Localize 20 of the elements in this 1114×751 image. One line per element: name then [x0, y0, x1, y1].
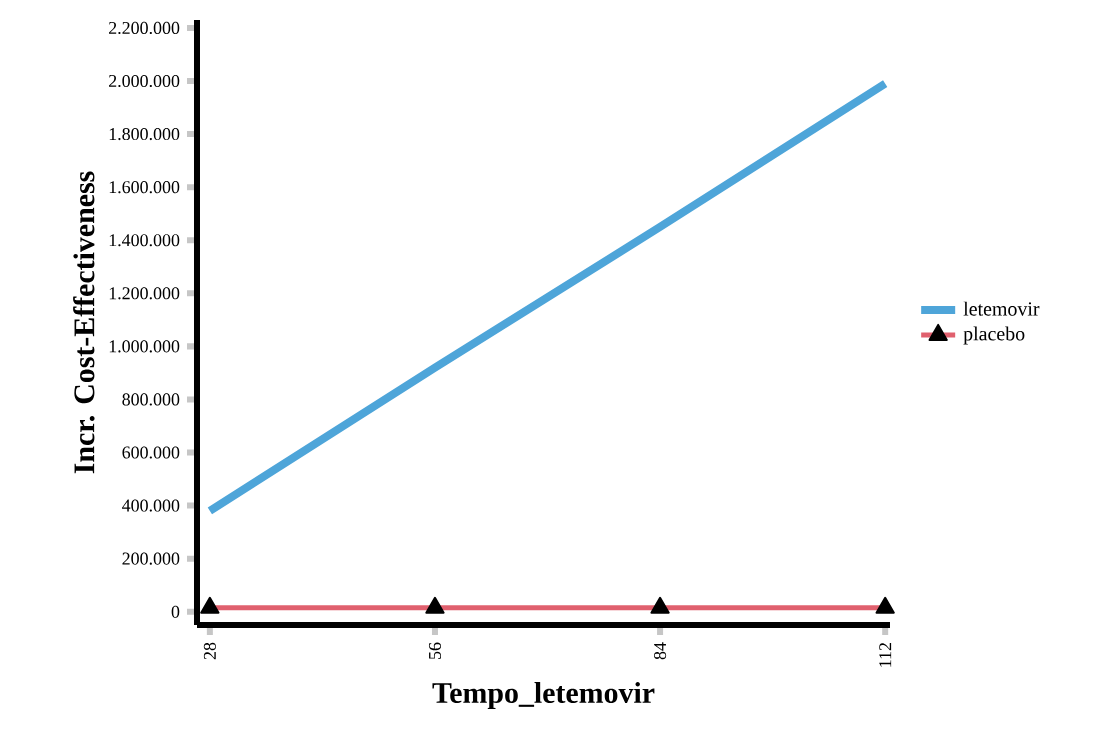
y-axis-title: Incr. Cost-Effectiveness	[73, 171, 95, 474]
x-tick-label: 112	[879, 643, 892, 667]
y-tick-label: 0	[171, 605, 180, 618]
x-axis-title: Tempo_letemovir	[432, 681, 655, 710]
y-tick-label: 2.000.000	[109, 74, 180, 88]
y-tick-label: 1.200.000	[109, 287, 180, 300]
y-tick-label: 800.000	[122, 393, 180, 406]
y-tick-label: 200.000	[122, 552, 180, 565]
y-tick-label: 1.400.000	[109, 234, 180, 247]
y-tick-label: 400.000	[122, 499, 180, 512]
legend-label: placebo	[963, 326, 1025, 345]
legend-label: letemovir	[963, 301, 1040, 316]
y-tick-label: 600.000	[122, 446, 180, 459]
y-tick-label: 1.800.000	[109, 127, 180, 141]
x-tick-label: 84	[654, 642, 667, 660]
y-tick-label: 1.600.000	[109, 181, 180, 194]
y-tick-label: 1.000.000	[109, 340, 180, 353]
x-tick-label: 56	[428, 642, 441, 659]
x-tick-label: 28	[203, 642, 216, 660]
y-tick-label: 2.200.000	[109, 21, 180, 35]
